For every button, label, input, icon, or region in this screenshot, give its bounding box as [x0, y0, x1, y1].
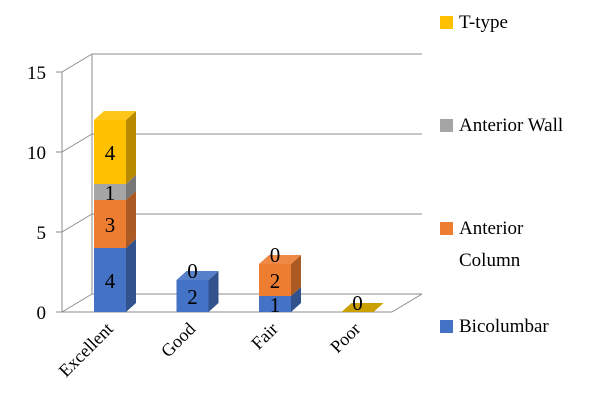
bar-side — [291, 255, 301, 296]
legend-label: Column — [459, 250, 521, 271]
legend-swatch — [440, 16, 453, 29]
legend-swatch — [440, 222, 453, 235]
bar-side — [208, 271, 219, 312]
data-label: 0 — [352, 291, 363, 315]
data-label: 0 — [187, 259, 198, 283]
data-label: 0 — [270, 243, 281, 267]
bar-fair-bicolumbar — [259, 296, 291, 312]
bar-excellent-anterior-wall — [94, 184, 126, 200]
y-tick-label: 0 — [37, 303, 47, 324]
bar-side — [126, 191, 136, 248]
data-label: 1 — [270, 293, 281, 317]
bars — [94, 111, 384, 312]
x-category-label: Fair — [247, 319, 282, 354]
bar-side — [126, 175, 136, 200]
bar-top — [176, 271, 219, 280]
data-label: 4 — [105, 269, 116, 293]
bar-excellent-t-type — [94, 120, 126, 184]
bar-side — [126, 239, 136, 312]
legend: T-type Anterior Wall Anterior Column Bicolum… — [440, 12, 563, 337]
bar-fair-anterior-column — [259, 264, 291, 296]
data-label: 1 — [105, 181, 116, 205]
y-tick-label: 15 — [27, 63, 46, 84]
bar-top — [341, 303, 384, 312]
bar-top — [94, 111, 136, 120]
bar-excellent-anterior-column — [94, 200, 126, 248]
legend-swatch — [440, 119, 453, 132]
data-label: 3 — [105, 213, 116, 237]
x-category-label: Excellent — [55, 319, 117, 381]
y-tick-label: 10 — [27, 143, 46, 164]
bar-side — [126, 111, 136, 184]
bar-side — [291, 287, 301, 312]
floor-edge — [391, 293, 423, 313]
bar-top — [259, 255, 301, 264]
x-category-label: Good — [157, 319, 199, 361]
gridline-depth — [61, 213, 93, 233]
legend-swatch — [440, 320, 453, 333]
bar-excellent-bicolumbar — [94, 248, 126, 312]
gridline-depth — [61, 293, 93, 313]
gridlines — [61, 53, 422, 313]
gridline-depth — [61, 53, 93, 73]
bar-good-bicolumbar — [176, 280, 209, 312]
legend-label: T-type — [459, 12, 508, 33]
data-label: 2 — [187, 285, 198, 309]
data-label: 2 — [270, 269, 281, 293]
gridline-depth — [61, 133, 93, 153]
data-label: 4 — [105, 141, 116, 165]
x-category-label: Poor — [326, 319, 364, 357]
legend-label: Bicolumbar — [459, 316, 549, 337]
y-tick-label: 5 — [37, 223, 47, 244]
legend-label: Anterior Wall — [459, 115, 563, 136]
legend-label: Anterior — [459, 218, 524, 239]
